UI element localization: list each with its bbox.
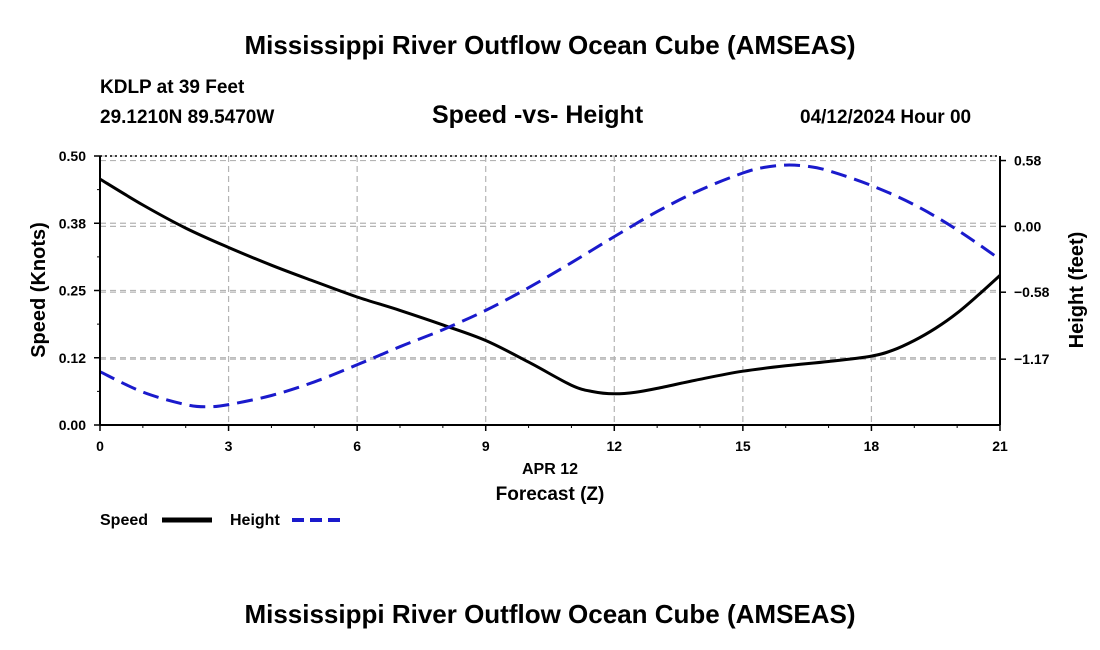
y-tick-label: 0.38	[59, 215, 86, 231]
series-line-height	[99, 163, 1001, 409]
legend: Speed Height	[100, 512, 342, 529]
x-tick-label: 0	[96, 438, 104, 454]
y2-tick-label: 0.00	[1014, 218, 1041, 234]
datetime-label: 04/12/2024 Hour 00	[800, 107, 972, 128]
chart-title: Speed -vs- Height	[432, 101, 644, 129]
page-title: Mississippi River Outflow Ocean Cube (AM…	[244, 30, 856, 60]
grid	[100, 155, 1000, 425]
y-tick-label: 0.50	[59, 148, 86, 164]
x-tick-label: 18	[864, 438, 880, 454]
legend-height-label: Height	[230, 512, 280, 529]
y-tick-label: 0.12	[59, 350, 86, 366]
series-layer	[99, 163, 1002, 409]
x-tick-label: 21	[992, 438, 1008, 454]
series-line-speed	[99, 177, 1002, 396]
y2-tick-label: −0.58	[1014, 284, 1050, 300]
footer-title: Mississippi River Outflow Ocean Cube (AM…	[244, 599, 856, 629]
y-axis-label: Speed (Knots)	[28, 222, 50, 358]
y2-tick-label: −1.17	[1014, 351, 1050, 367]
x-axis-date-label: APR 12	[522, 461, 578, 478]
y-tick-label: 0.25	[59, 283, 86, 299]
y2-axis-label: Height (feet)	[1066, 232, 1088, 349]
x-tick-label: 6	[353, 438, 361, 454]
x-tick-label: 15	[735, 438, 751, 454]
station-label: KDLP at 39 Feet	[100, 77, 245, 98]
coordinates-label: 29.1210N 89.5470W	[100, 107, 275, 128]
y-tick-label: 0.00	[59, 417, 86, 433]
x-axis-label: Forecast (Z)	[496, 484, 605, 505]
y2-tick-label: 0.58	[1014, 153, 1041, 169]
x-tick-label: 12	[606, 438, 622, 454]
x-tick-label: 9	[482, 438, 490, 454]
axes: 0 3 6 9 12 15 18 21 0.00 0.12 0.25 0.38 0.50 0.58 0.00…	[59, 148, 1050, 454]
x-tick-label: 3	[225, 438, 233, 454]
legend-speed-label: Speed	[100, 512, 148, 529]
